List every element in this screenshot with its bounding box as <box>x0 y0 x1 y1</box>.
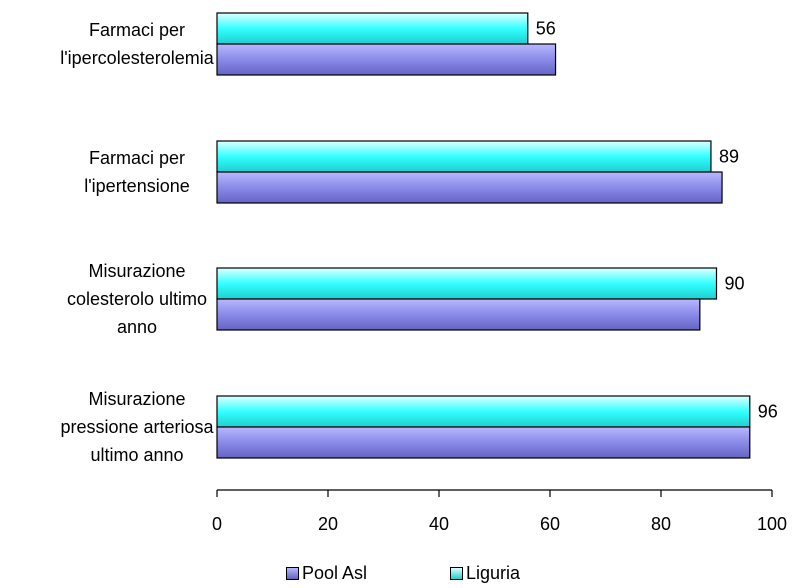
x-tick-label-80: 80 <box>651 514 671 534</box>
x-tick-label-100: 100 <box>757 514 787 534</box>
category-label-4-line-3: ultimo anno <box>90 445 183 465</box>
category-label-4-line-1: Misurazione <box>88 389 185 409</box>
category-label-4-line-2: pressione arteriosa <box>60 417 214 437</box>
category-label-3-line-2: colesterolo ultimo <box>67 289 207 309</box>
bar-pool-asl-2 <box>216 171 723 204</box>
data-label-liguria-2: 89 <box>719 147 739 167</box>
bar-liguria-4 <box>216 395 751 428</box>
legend-swatch-pool-asl <box>286 567 299 580</box>
bar-liguria-2 <box>216 140 712 173</box>
bars-group <box>216 12 751 459</box>
x-tick-label-0: 0 <box>212 514 222 534</box>
category-label-1-line-2: l'ipercolesterolemia <box>60 48 214 68</box>
x-tick-label-60: 60 <box>540 514 560 534</box>
legend-label-pool-asl: Pool Asl <box>302 563 368 583</box>
x-tick-label-20: 20 <box>318 514 338 534</box>
category-label-1-line-1: Farmaci per <box>89 20 185 40</box>
legend-item-pool-asl: Pool Asl <box>286 563 367 584</box>
bar-chart: 56 Farmaci per l'ipercolesterolemia 89 Farma… <box>60 12 787 534</box>
category-label-2-line-1: Farmaci per <box>89 148 185 168</box>
bar-pool-asl-4 <box>216 426 751 459</box>
bar-pool-asl-1 <box>216 43 557 76</box>
bar-pool-asl-3 <box>216 298 701 331</box>
x-axis: 0 20 40 60 80 100 <box>212 489 787 534</box>
data-label-liguria-3: 90 <box>725 274 745 294</box>
category-label-3-line-1: Misurazione <box>88 261 185 281</box>
legend-swatch-liguria <box>450 567 463 580</box>
labels-group: 56 Farmaci per l'ipercolesterolemia 89 Farma… <box>60 19 778 466</box>
data-label-liguria-4: 96 <box>758 402 778 422</box>
bar-liguria-1 <box>216 12 529 45</box>
category-label-3-line-3: anno <box>117 317 157 337</box>
bar-liguria-3 <box>216 267 718 300</box>
legend-item-liguria: Liguria <box>450 563 520 584</box>
category-label-2-line-2: l'ipertensione <box>84 176 190 196</box>
x-tick-label-40: 40 <box>429 514 449 534</box>
data-label-liguria-1: 56 <box>536 19 556 39</box>
legend: Pool Asl Liguria <box>0 563 793 587</box>
legend-label-liguria: Liguria <box>466 563 521 583</box>
